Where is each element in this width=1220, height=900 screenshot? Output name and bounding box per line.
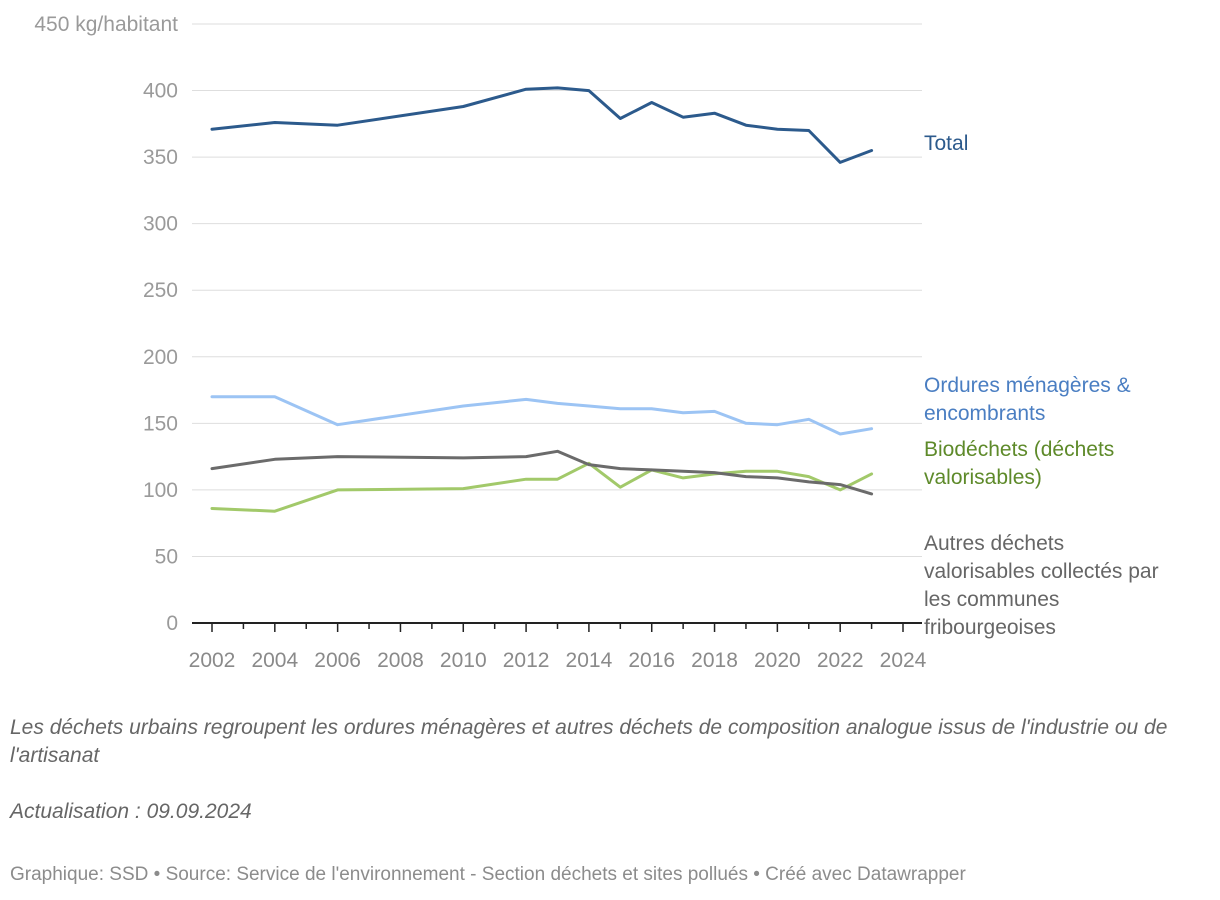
series-line-1 [210, 86, 874, 164]
x-axis: 2002 2004 2006 2008 2010 2012 2014 2016 2018 2020… [189, 622, 927, 672]
y-unit-label: 450 kg/habitant [34, 13, 178, 36]
x-tick-label: 2024 [880, 649, 927, 672]
chart-description: Les déchets urbains regroupent les ordur… [10, 716, 1168, 767]
x-tick-label: 2002 [189, 649, 236, 672]
x-tick-label: 2008 [377, 649, 424, 672]
series-label-line: valorisables) [924, 466, 1042, 489]
y-tick-label: 200 [143, 346, 178, 369]
y-tick-label: 350 [143, 146, 178, 169]
x-tick-label: 2016 [628, 649, 675, 672]
y-tick-label: 50 [155, 545, 178, 568]
x-tick-label: 2004 [251, 649, 298, 672]
series-label-line: fribourgeoises [924, 616, 1056, 639]
x-tick-label: 2020 [754, 649, 801, 672]
series-labels: Total Ordures ménagères & encombrants Biodé… [924, 132, 1159, 639]
x-tick-label: 2022 [817, 649, 864, 672]
series-label-line: Total [924, 132, 968, 155]
x-tick-label: 2010 [440, 649, 487, 672]
series-label-line: valorisables collectés par [924, 560, 1159, 583]
series-line-4 [210, 449, 874, 496]
series-lines [210, 86, 874, 513]
series-label-line: encombrants [924, 402, 1045, 425]
series-label-line: Autres déchets [924, 532, 1064, 555]
y-tick-label: 0 [166, 612, 178, 635]
update-date: Actualisation : 09.09.2024 [10, 800, 252, 823]
y-axis-ticks: 0 50 100 150 200 250 300 350 400 450 kg/habitant [34, 13, 178, 635]
x-tick-label: 2006 [314, 649, 361, 672]
series-label-line: les communes [924, 588, 1059, 611]
footer-credits: Graphique: SSD • Source: Service de l'en… [10, 864, 966, 885]
series-label-line: Biodéchets (déchets [924, 438, 1114, 461]
x-tick-label: 2012 [503, 649, 550, 672]
y-tick-label: 100 [143, 479, 178, 502]
x-tick-label: 2018 [691, 649, 738, 672]
x-tick-label: 2014 [566, 649, 613, 672]
series-line-2 [210, 395, 874, 436]
series-label-2: Ordures ménagères & encombrants [924, 374, 1131, 425]
series-label-3: Biodéchets (déchets valorisables) [924, 438, 1114, 489]
gridlines [192, 23, 922, 557]
y-tick-label: 250 [143, 279, 178, 302]
series-label-line: Ordures ménagères & [924, 374, 1131, 397]
series-label-1: Total [924, 132, 968, 155]
y-tick-label: 300 [143, 213, 178, 236]
series-line-3 [210, 461, 874, 513]
y-tick-label: 400 [143, 80, 178, 103]
series-label-4: Autres déchets valorisables collectés par… [924, 532, 1159, 639]
y-tick-label: 150 [143, 412, 178, 435]
